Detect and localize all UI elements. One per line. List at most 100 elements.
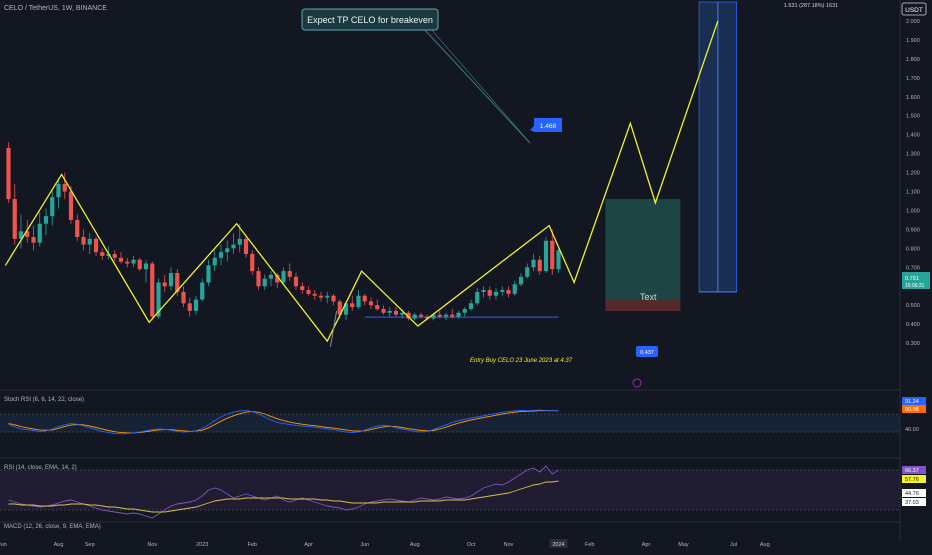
stoch-k-badge — [902, 397, 926, 405]
measure-label-box — [780, 0, 842, 9]
axes-layer: 2.000 1.900 1.800 1.700 1.600 1.500 1.400 1.300… — [0, 19, 920, 548]
candle-body — [137, 259, 142, 270]
candle-body — [243, 238, 249, 255]
callout-box[interactable] — [301, 8, 439, 31]
candle-body — [75, 219, 80, 237]
candle-body — [25, 231, 30, 237]
current-price: 0.791 — [905, 276, 919, 282]
macd-title[interactable]: MACD (12, 26, close, 9, EMA, EMA) — [4, 524, 101, 530]
candle-body — [337, 301, 342, 315]
entry-value: 0.437 — [640, 350, 654, 356]
stoch-d-line — [8, 410, 559, 434]
loss-zone — [605, 299, 681, 311]
drawing-zones — [364, 1, 738, 318]
rsi-ema-badge — [902, 475, 926, 483]
label-1468[interactable]: 1.468 — [540, 123, 557, 130]
candle-body — [262, 278, 267, 287]
zigzag-line — [4, 20, 719, 343]
candle-body — [125, 261, 130, 264]
time-tick-label: Feb — [585, 542, 594, 548]
price-tick-label: 1.300 — [906, 152, 920, 158]
candle-body — [43, 216, 49, 224]
candle-body — [418, 314, 424, 317]
stoch-rsi-title[interactable]: Stoch RSI (6, 6, 14, 22, close) — [4, 397, 84, 403]
time-tick-label: Nov — [504, 542, 514, 548]
candle-body — [68, 191, 74, 220]
candle-body — [131, 259, 136, 264]
time-tick-label: Apr — [642, 542, 651, 548]
rsi-level-1-badge — [902, 489, 926, 497]
candle-body — [331, 295, 336, 302]
candle-body — [525, 267, 530, 277]
price-tick-label: 1.400 — [906, 133, 920, 139]
candle-body — [100, 252, 105, 256]
candle-body — [475, 291, 480, 304]
candle-body — [400, 312, 405, 315]
stoch-k-line — [8, 409, 559, 435]
candle-body — [56, 183, 61, 198]
candle-body — [218, 252, 224, 258]
candle-body — [175, 272, 180, 292]
candle-body — [350, 303, 355, 308]
candle-body — [287, 271, 292, 277]
candle-body — [306, 290, 311, 294]
price-tick-label: 1.700 — [906, 76, 920, 82]
text-marker[interactable]: Text — [640, 292, 657, 302]
candle-body — [512, 284, 517, 294]
candle-body — [425, 316, 430, 319]
event-icon[interactable] — [632, 378, 642, 388]
rsi-title[interactable]: RSI (14, close, EMA, 14, 2) — [4, 465, 77, 471]
symbol-title[interactable]: CELO / TetherUS, 1W, BINANCE — [4, 5, 107, 12]
trend-tick — [329, 310, 338, 347]
candle-body — [268, 274, 274, 279]
candle-body — [150, 263, 155, 317]
rsi-level-2: 37.03 — [905, 500, 919, 506]
price-tick-label: 1.200 — [906, 171, 920, 177]
candle-body — [375, 305, 380, 309]
candle-body — [493, 291, 499, 296]
price-tick-label: 0.500 — [906, 303, 920, 309]
candle-body — [450, 314, 455, 317]
candle-body — [381, 308, 386, 313]
stoch-d-value: 90.98 — [905, 407, 919, 413]
candle-body — [443, 314, 449, 317]
candle-body — [487, 290, 492, 296]
candle-body — [200, 282, 205, 300]
candle-body — [312, 293, 317, 296]
candle-body — [275, 274, 280, 283]
rsi-line — [8, 465, 559, 519]
currency-button[interactable] — [901, 2, 927, 16]
candle-body — [387, 310, 392, 313]
entry-text: Entry Buy CELO 23 June 2023 at 4.37 — [470, 358, 573, 364]
candle-body — [550, 240, 555, 270]
price-tick-label: 1.000 — [906, 208, 920, 214]
candle-body — [106, 254, 111, 256]
candle-body — [143, 263, 149, 270]
candle-body — [168, 272, 174, 287]
grid-layer — [0, 0, 901, 540]
price-tick-label: 0.700 — [906, 265, 920, 271]
candle-body — [256, 271, 261, 287]
candle-body — [112, 254, 117, 258]
time-tick-label: Aug — [410, 542, 420, 548]
entry-value-badge — [636, 346, 658, 357]
candle-body — [12, 199, 17, 239]
candle-body — [362, 295, 367, 302]
candles-layer — [6, 142, 561, 321]
rsi-ema-line — [8, 480, 559, 513]
candle-body — [156, 282, 161, 317]
measure-label: 1.631 (287.18%) 1631 — [784, 3, 838, 9]
profit-zone — [605, 199, 681, 300]
candle-body — [37, 223, 42, 243]
price-label-icon — [530, 118, 562, 132]
rsi-level-1: 44.76 — [905, 491, 919, 497]
time-tick-label: Feb — [248, 542, 257, 548]
candle-body — [468, 303, 474, 309]
candle-body — [50, 197, 55, 217]
candle-body — [62, 183, 67, 192]
zigzag-layer — [4, 20, 719, 347]
candle-body — [87, 238, 92, 245]
candle-body — [343, 303, 349, 315]
